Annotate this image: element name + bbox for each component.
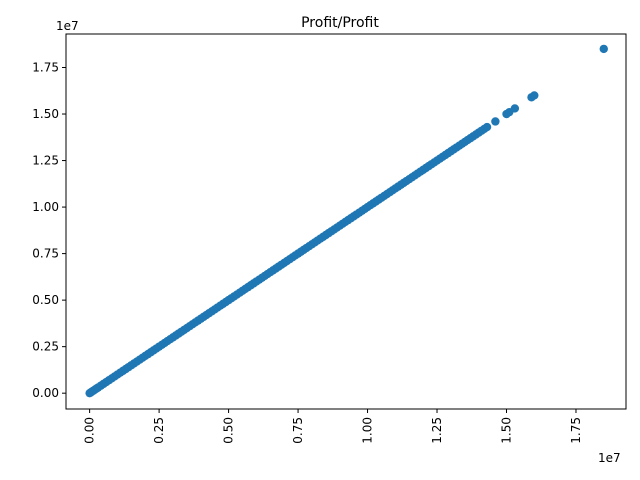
scatter-points: [85, 44, 608, 398]
y-tick-label: 1.50: [32, 107, 59, 121]
y-tick-label: 0.75: [32, 247, 59, 261]
chart-title: Profit/Profit: [301, 15, 379, 31]
y-tick-label: 1.25: [32, 154, 59, 168]
x-tick-label: 1.00: [361, 417, 375, 444]
y-tick-label: 0.50: [32, 293, 59, 307]
y-tick-label: 0.00: [32, 386, 59, 400]
x-axis-ticks: 0.00 0.25 0.50 0.75 1.00 1.25 1.50 1.75: [83, 409, 583, 444]
data-point: [482, 122, 492, 132]
y-offset-label: 1e7: [56, 19, 79, 33]
x-tick-label: 0.50: [222, 417, 236, 444]
x-tick-label: 1.25: [430, 417, 444, 444]
y-tick-label: 1.75: [32, 60, 59, 74]
y-axis-ticks: 0.00 0.25 0.50 0.75 1.00 1.25 1.50 1.75: [32, 60, 66, 400]
x-tick-label: 0.75: [291, 417, 305, 444]
y-tick-label: 0.25: [32, 340, 59, 354]
y-tick-label: 1.00: [32, 200, 59, 214]
x-tick-label: 0.00: [83, 417, 97, 444]
data-point: [530, 91, 539, 100]
x-tick-label: 0.25: [152, 417, 166, 444]
plot-frame: [65, 33, 627, 410]
x-offset-label: 1e7: [598, 451, 621, 465]
x-tick-label: 1.75: [569, 417, 583, 444]
x-tick-label: 1.50: [499, 417, 513, 444]
data-point: [491, 117, 500, 126]
data-point: [510, 104, 520, 113]
data-point: [599, 44, 608, 54]
